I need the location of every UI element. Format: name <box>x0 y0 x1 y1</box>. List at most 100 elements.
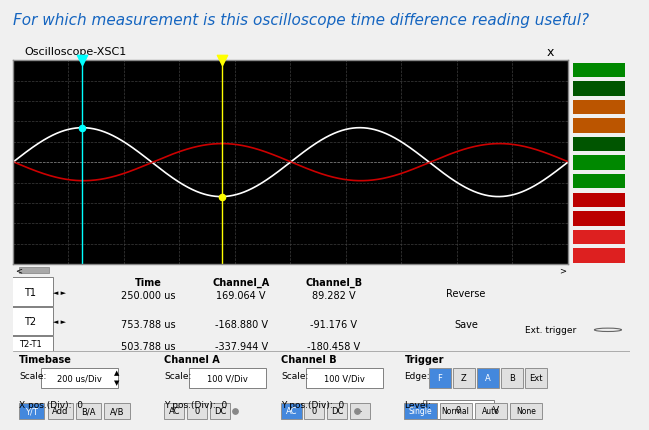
Text: 0: 0 <box>456 405 461 414</box>
Text: Auto: Auto <box>482 406 500 415</box>
Text: 0: 0 <box>312 406 317 415</box>
Text: Edge:: Edge: <box>404 371 430 380</box>
Text: Scale:: Scale: <box>164 371 191 380</box>
Text: Scale:: Scale: <box>281 371 308 380</box>
FancyBboxPatch shape <box>429 369 450 387</box>
Text: Level:: Level: <box>404 400 432 409</box>
Bar <box>573 249 624 263</box>
Text: AC: AC <box>286 406 297 415</box>
FancyBboxPatch shape <box>475 403 507 418</box>
FancyBboxPatch shape <box>19 267 49 273</box>
Text: Add: Add <box>52 406 68 415</box>
Text: ▲: ▲ <box>114 369 119 375</box>
Text: DC: DC <box>331 406 343 415</box>
Text: -91.176 V: -91.176 V <box>310 319 357 329</box>
Point <box>77 125 88 132</box>
Text: 250.000 us: 250.000 us <box>121 290 176 300</box>
Text: -337.944 V: -337.944 V <box>215 341 267 351</box>
FancyBboxPatch shape <box>47 403 73 418</box>
FancyBboxPatch shape <box>327 403 347 418</box>
Text: 0: 0 <box>195 406 200 415</box>
Point <box>217 194 227 200</box>
Text: ▼: ▼ <box>114 380 119 386</box>
Text: <: < <box>15 266 21 275</box>
Bar <box>573 193 624 208</box>
Text: None: None <box>516 406 536 415</box>
Bar <box>573 119 624 134</box>
Bar <box>573 64 624 78</box>
Text: Channel_A: Channel_A <box>212 277 270 287</box>
Text: x: x <box>546 46 554 58</box>
Point <box>77 58 88 64</box>
FancyBboxPatch shape <box>187 403 207 418</box>
Text: ◄ ►: ◄ ► <box>53 289 66 295</box>
Text: -180.458 V: -180.458 V <box>307 341 360 351</box>
FancyBboxPatch shape <box>164 403 184 418</box>
Text: T1: T1 <box>24 287 36 297</box>
FancyBboxPatch shape <box>510 403 542 418</box>
Text: F: F <box>437 374 443 383</box>
FancyBboxPatch shape <box>6 278 53 306</box>
Point <box>217 58 227 64</box>
Text: 100 V/Div: 100 V/Div <box>207 374 248 383</box>
Text: Normal: Normal <box>442 406 470 415</box>
Text: Channel B: Channel B <box>281 355 337 365</box>
Text: A/B: A/B <box>110 406 124 415</box>
Bar <box>573 175 624 189</box>
FancyBboxPatch shape <box>210 403 230 418</box>
Text: Single: Single <box>409 406 432 415</box>
Bar <box>573 230 624 245</box>
FancyBboxPatch shape <box>104 403 130 418</box>
Text: AC: AC <box>169 406 180 415</box>
Text: Y pos.(Div):  0: Y pos.(Div): 0 <box>281 400 345 409</box>
Point <box>352 407 362 414</box>
FancyBboxPatch shape <box>76 403 101 418</box>
FancyBboxPatch shape <box>304 403 324 418</box>
Point <box>230 407 240 414</box>
Text: DC: DC <box>214 406 226 415</box>
Text: For which measurement is this oscilloscope time difference reading useful?: For which measurement is this oscillosco… <box>13 13 589 28</box>
Text: T2-T1: T2-T1 <box>19 339 42 348</box>
Text: Y pos.(Div):  0: Y pos.(Div): 0 <box>164 400 227 409</box>
FancyBboxPatch shape <box>350 403 370 418</box>
Text: X pos.(Div):  0: X pos.(Div): 0 <box>19 400 83 409</box>
Text: 753.788 us: 753.788 us <box>121 319 176 329</box>
Text: Scale:: Scale: <box>19 371 47 380</box>
Text: Ext: Ext <box>530 374 543 383</box>
FancyBboxPatch shape <box>404 403 437 418</box>
Text: Timebase: Timebase <box>19 355 72 365</box>
Bar <box>573 156 624 171</box>
Text: Z: Z <box>461 374 467 383</box>
FancyBboxPatch shape <box>439 403 472 418</box>
FancyBboxPatch shape <box>453 369 475 387</box>
Text: -168.880 V: -168.880 V <box>215 319 267 329</box>
Text: Y/T: Y/T <box>25 406 38 415</box>
Text: >: > <box>559 266 566 275</box>
FancyBboxPatch shape <box>6 307 53 335</box>
Text: Save: Save <box>454 319 478 329</box>
Text: Channel A: Channel A <box>164 355 220 365</box>
Text: 503.788 us: 503.788 us <box>121 341 176 351</box>
FancyBboxPatch shape <box>501 369 523 387</box>
Text: Trigger: Trigger <box>404 355 444 365</box>
Bar <box>573 138 624 152</box>
Text: B: B <box>509 374 515 383</box>
Text: V: V <box>493 405 499 414</box>
Text: 200 us/Div: 200 us/Div <box>57 374 102 383</box>
Text: 169.064 V: 169.064 V <box>216 290 266 300</box>
Text: Reverse: Reverse <box>447 288 486 298</box>
FancyBboxPatch shape <box>423 399 494 418</box>
Text: Channel_B: Channel_B <box>305 277 362 287</box>
Text: T2: T2 <box>24 316 36 326</box>
Bar <box>573 101 624 115</box>
Text: Time: Time <box>135 277 162 287</box>
Text: 89.282 V: 89.282 V <box>312 290 356 300</box>
FancyBboxPatch shape <box>281 403 302 418</box>
Text: -: - <box>358 406 361 415</box>
Text: B/A: B/A <box>81 406 96 415</box>
Text: 100 V/Div: 100 V/Div <box>324 374 365 383</box>
Text: ◄ ►: ◄ ► <box>53 318 66 324</box>
FancyBboxPatch shape <box>477 369 499 387</box>
FancyBboxPatch shape <box>19 403 44 418</box>
FancyBboxPatch shape <box>189 368 266 388</box>
